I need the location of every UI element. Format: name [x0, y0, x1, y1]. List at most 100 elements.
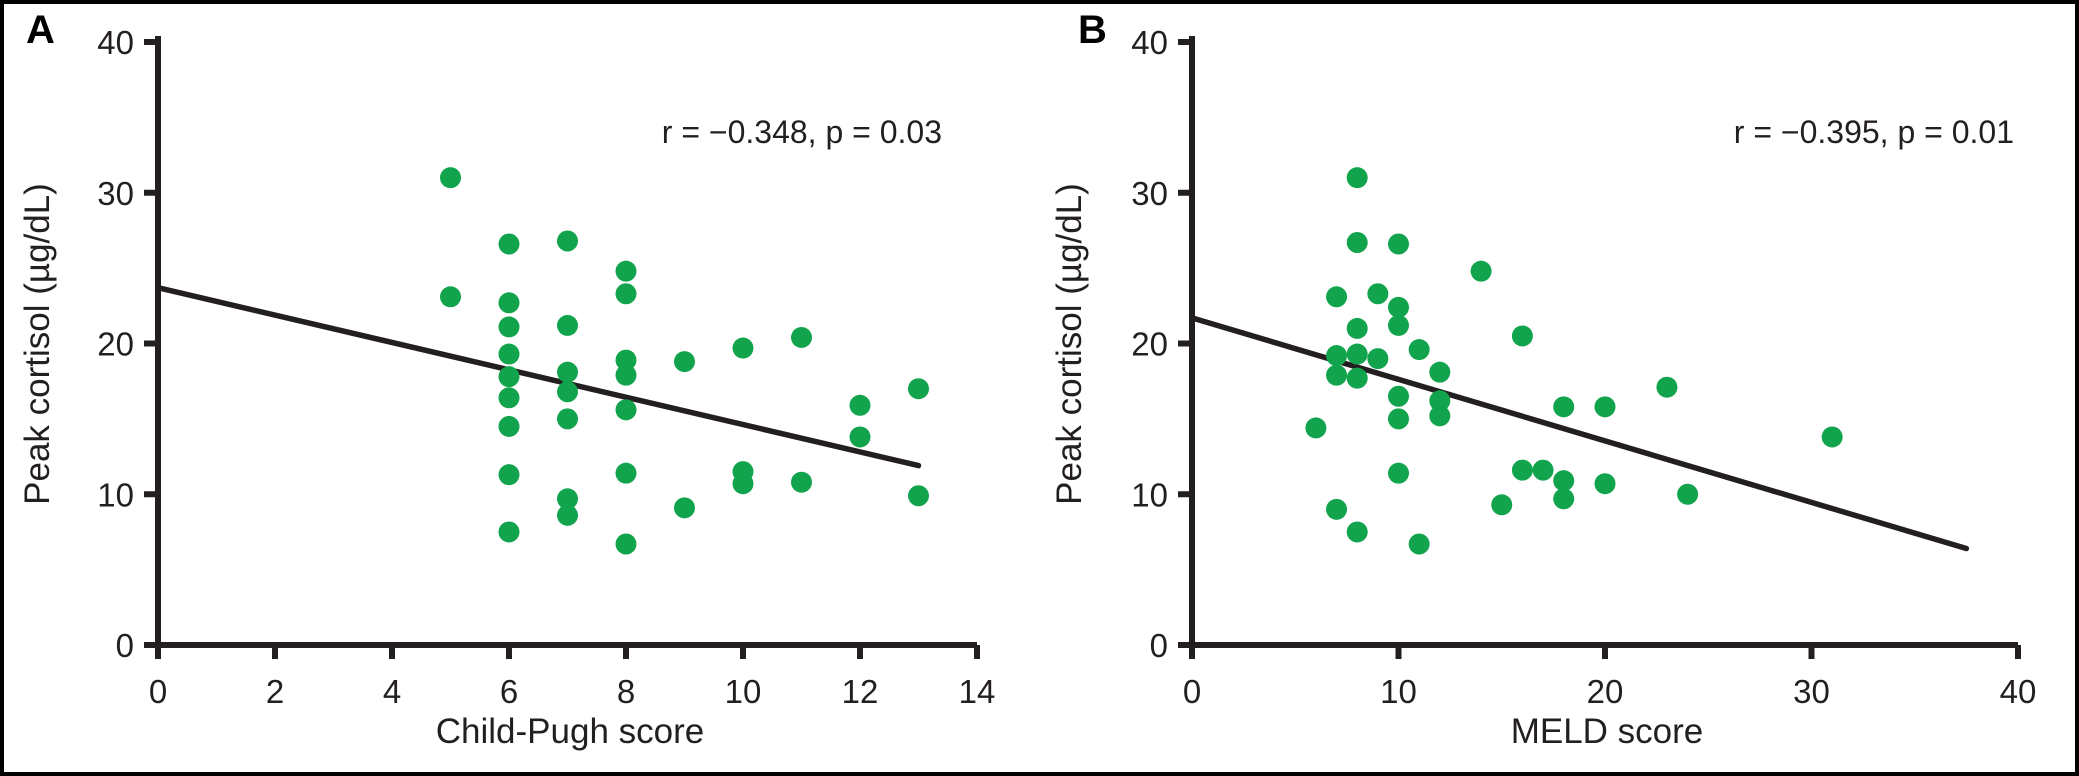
- x-tick-label: 40: [2000, 673, 2037, 710]
- data-point: [1429, 390, 1451, 412]
- data-point: [1532, 459, 1554, 481]
- data-point: [1388, 462, 1409, 484]
- data-point: [1594, 396, 1616, 418]
- data-point: [615, 349, 637, 371]
- data-point: [1388, 314, 1409, 336]
- data-point: [1821, 426, 1843, 448]
- data-point: [791, 471, 812, 493]
- panel-b-x-axis-title: MELD score: [1510, 712, 1704, 751]
- data-point: [1429, 361, 1451, 383]
- data-point: [1326, 345, 1348, 367]
- data-point: [498, 316, 520, 338]
- y-tick-label: 40: [1131, 24, 1168, 61]
- y-tick-label: 10: [1131, 476, 1168, 513]
- data-point: [1346, 231, 1368, 253]
- data-point: [674, 351, 695, 373]
- data-point: [1491, 494, 1513, 516]
- data-point: [908, 485, 929, 507]
- data-point: [498, 387, 520, 409]
- panel-a-y-axis-title: Peak cortisol (µg/dL): [18, 183, 57, 505]
- data-point: [1346, 367, 1368, 389]
- data-point: [1408, 339, 1430, 361]
- panel-b: 0 10 20 30 40 0 10 20 30 40: [1131, 24, 2036, 710]
- data-point: [1346, 343, 1368, 365]
- y-tick-label: 40: [97, 24, 134, 61]
- data-point: [615, 533, 637, 555]
- data-point: [1388, 296, 1409, 318]
- panel-a-x-axis-title: Child-Pugh score: [435, 712, 705, 751]
- data-point: [498, 292, 520, 314]
- x-tick-label: 14: [959, 673, 996, 710]
- x-tick-label: 10: [1380, 673, 1417, 710]
- x-tick-label: 30: [1793, 673, 1830, 710]
- x-tick-label: 0: [1183, 673, 1201, 710]
- data-point: [557, 381, 578, 403]
- panel-b-correlation-annotation: r = −0.395, p = 0.01: [1733, 114, 2014, 150]
- data-point: [1553, 470, 1575, 492]
- y-tick-label: 0: [1150, 627, 1168, 664]
- panel-b-y-axis-title: Peak cortisol (µg/dL): [1050, 183, 1089, 505]
- x-tick-label: 4: [383, 673, 401, 710]
- data-point: [1346, 317, 1368, 339]
- data-point: [1388, 233, 1409, 255]
- data-point: [1408, 533, 1430, 555]
- data-point: [1388, 385, 1409, 407]
- x-tick-label: 0: [149, 673, 167, 710]
- panel-a-letter: A: [26, 8, 55, 52]
- x-tick-label: 12: [842, 673, 879, 710]
- data-point: [1367, 348, 1389, 370]
- data-point: [557, 408, 578, 430]
- data-point: [498, 366, 520, 388]
- data-point: [791, 326, 812, 348]
- data-point: [732, 337, 754, 359]
- data-point: [557, 504, 578, 526]
- data-point: [1511, 325, 1533, 347]
- x-tick-label: 6: [500, 673, 518, 710]
- data-point: [1553, 488, 1575, 510]
- data-point: [1367, 283, 1389, 305]
- data-point: [557, 361, 578, 383]
- data-point: [1553, 396, 1575, 418]
- y-tick-label: 0: [116, 627, 134, 664]
- data-point: [1677, 483, 1699, 505]
- panel-a-correlation-annotation: r = −0.348, p = 0.03: [661, 114, 942, 150]
- data-point: [440, 286, 461, 308]
- data-point: [849, 394, 871, 416]
- x-tick-label: 20: [1587, 673, 1624, 710]
- data-point: [1346, 167, 1368, 189]
- data-point: [615, 260, 637, 282]
- data-point: [908, 378, 929, 400]
- data-point: [1346, 521, 1368, 543]
- data-point: [1511, 459, 1533, 481]
- panel-a: 0 2 4 6 8 10 12 14 0 10 20 30 40: [97, 24, 995, 710]
- data-point: [498, 464, 520, 486]
- data-point: [1326, 498, 1348, 520]
- x-tick-label: 2: [266, 673, 284, 710]
- y-tick-label: 20: [97, 326, 134, 363]
- y-tick-label: 30: [97, 175, 134, 212]
- data-point: [1656, 376, 1678, 398]
- data-point: [498, 343, 520, 365]
- data-point: [498, 415, 520, 437]
- data-point: [1470, 260, 1492, 282]
- data-point: [557, 230, 578, 252]
- data-point: [615, 364, 637, 386]
- y-tick-label: 30: [1131, 175, 1168, 212]
- trend-line: [1189, 315, 1970, 552]
- data-point: [674, 497, 695, 519]
- data-point: [849, 426, 871, 448]
- data-point: [1326, 364, 1348, 386]
- panel-b-letter: B: [1078, 8, 1107, 52]
- data-point: [1429, 405, 1451, 427]
- data-point: [1326, 286, 1348, 308]
- y-tick-label: 10: [97, 476, 134, 513]
- data-point: [1305, 417, 1327, 439]
- data-point: [615, 283, 637, 305]
- data-point: [498, 233, 520, 255]
- x-tick-label: 8: [617, 673, 635, 710]
- data-point: [557, 488, 578, 510]
- scatter-chart-canvas: 0 2 4 6 8 10 12 14 0 10 20 30 40 0 10 20 30 40 0 10 20 30 40: [97, 24, 2036, 710]
- data-point: [498, 521, 520, 543]
- trend-line: [155, 284, 922, 469]
